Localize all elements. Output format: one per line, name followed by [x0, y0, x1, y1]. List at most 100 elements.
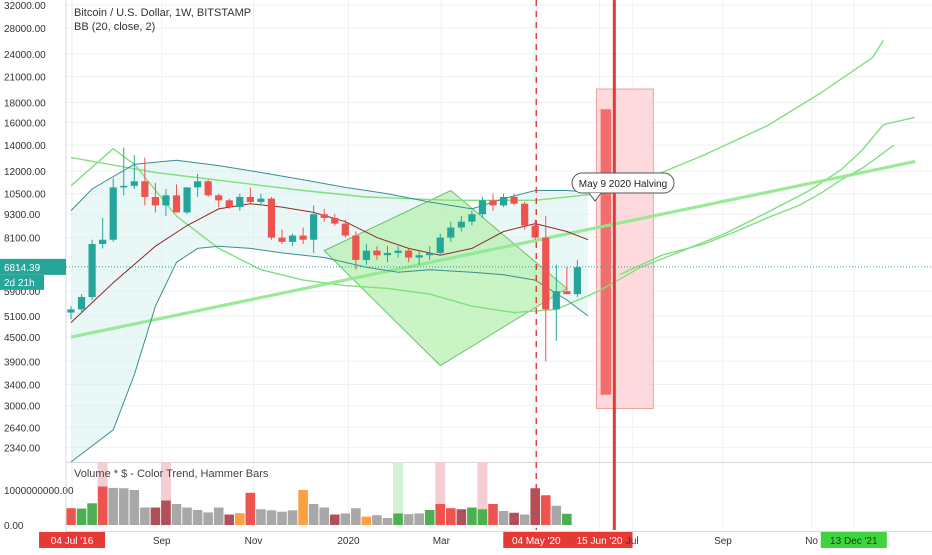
volume-bar[interactable] — [551, 505, 562, 525]
volume-bar[interactable] — [424, 509, 435, 525]
date-tag[interactable] — [566, 532, 633, 548]
volume-bar[interactable] — [161, 500, 171, 526]
candle-body[interactable] — [183, 187, 191, 213]
candle-body[interactable] — [478, 200, 487, 215]
volume-bar[interactable] — [393, 513, 403, 525]
candle-body[interactable] — [310, 214, 318, 240]
volume-bar[interactable] — [245, 492, 256, 525]
volume-bar[interactable] — [351, 508, 361, 525]
candle-body[interactable] — [204, 181, 212, 196]
candle-body[interactable] — [246, 196, 254, 202]
volume-bar[interactable] — [519, 514, 530, 526]
volume-bar[interactable] — [498, 511, 509, 525]
volume-bar[interactable] — [329, 514, 340, 526]
volume-bar[interactable] — [87, 503, 97, 525]
candle-body[interactable] — [320, 214, 328, 218]
candle-body[interactable] — [288, 235, 297, 242]
candle-body[interactable] — [457, 221, 465, 228]
candle-body[interactable] — [394, 250, 402, 253]
volume-bar[interactable] — [266, 510, 277, 525]
volume-bar[interactable] — [97, 486, 108, 526]
candle-body[interactable] — [373, 250, 381, 256]
volume-bar[interactable] — [435, 504, 446, 525]
volume-bar[interactable] — [287, 510, 298, 525]
volume-bar[interactable] — [108, 487, 118, 525]
volume-bar[interactable] — [319, 507, 329, 526]
candle-body[interactable] — [194, 181, 202, 188]
candle-body[interactable] — [383, 252, 392, 256]
volume-bar[interactable] — [298, 490, 308, 525]
volume-bar[interactable] — [446, 508, 456, 525]
candle-body[interactable] — [362, 250, 370, 260]
callout-bubble[interactable] — [571, 172, 675, 194]
volume-bar[interactable] — [224, 514, 235, 526]
candle-body[interactable] — [415, 255, 423, 258]
candle-body[interactable] — [331, 217, 339, 224]
volume-bar[interactable] — [256, 509, 266, 525]
date-tag[interactable] — [503, 532, 570, 548]
volume-bar[interactable] — [235, 513, 245, 525]
indicator-label[interactable]: BB (20, close, 2) — [74, 21, 156, 33]
volume-bar[interactable] — [562, 513, 572, 525]
candle-body[interactable] — [267, 198, 276, 238]
candle-body[interactable] — [542, 237, 550, 310]
volume-bar[interactable] — [414, 513, 424, 525]
volume-bar[interactable] — [477, 509, 488, 525]
candle-body[interactable] — [172, 195, 181, 213]
candle-body[interactable] — [225, 200, 233, 208]
volume-indicator-label[interactable]: Volume * $ - Color Trend, Hammer Bars — [74, 468, 269, 480]
volume-bar[interactable] — [150, 507, 161, 526]
volume-bar[interactable] — [456, 509, 467, 525]
candle-body[interactable] — [215, 195, 223, 201]
candle-body[interactable] — [436, 237, 444, 253]
candle-body[interactable] — [162, 195, 170, 206]
volume-bar[interactable] — [129, 490, 140, 525]
volume-bar[interactable] — [277, 511, 287, 525]
volume-bar[interactable] — [171, 504, 182, 525]
candle-body[interactable] — [510, 196, 518, 204]
candle-body[interactable] — [299, 235, 307, 240]
volume-bar[interactable] — [340, 513, 351, 525]
volume-bar[interactable] — [308, 504, 319, 525]
volume-bar[interactable] — [509, 512, 519, 525]
candle-body[interactable] — [236, 196, 244, 208]
volume-bar[interactable] — [66, 508, 76, 525]
candle-body[interactable] — [341, 223, 349, 236]
candle-body[interactable] — [447, 227, 455, 238]
candle-body[interactable] — [552, 291, 560, 310]
volume-bar[interactable] — [182, 507, 192, 526]
volume-bar[interactable] — [372, 515, 382, 525]
candle-body[interactable] — [67, 309, 75, 313]
candle-body[interactable] — [77, 297, 86, 310]
candle-body[interactable] — [120, 185, 128, 188]
long-term-trendline[interactable] — [70, 159, 916, 339]
candle-body[interactable] — [278, 237, 286, 242]
volume-bar[interactable] — [467, 507, 477, 526]
date-tag[interactable] — [39, 532, 106, 548]
candle-body[interactable] — [468, 214, 476, 222]
projection-candle[interactable] — [600, 109, 612, 395]
candle-body[interactable] — [405, 250, 413, 258]
candle-body[interactable] — [151, 196, 159, 206]
candle-body[interactable] — [130, 181, 138, 186]
volume-bar[interactable] — [530, 488, 540, 525]
candle-body[interactable] — [141, 181, 149, 197]
candle-body[interactable] — [99, 239, 107, 245]
candle-body[interactable] — [257, 198, 265, 202]
volume-bar[interactable] — [192, 509, 203, 525]
volume-bar[interactable] — [382, 518, 393, 525]
candle-body[interactable] — [563, 291, 571, 295]
candle-body[interactable] — [88, 244, 96, 298]
date-tag[interactable] — [820, 532, 887, 548]
candle-body[interactable] — [489, 200, 497, 206]
volume-bar[interactable] — [540, 495, 551, 525]
volume-bar[interactable] — [213, 507, 224, 526]
candle-body[interactable] — [531, 225, 539, 238]
volume-bar[interactable] — [403, 514, 414, 525]
halving-callout[interactable]: May 9 2020 Halving — [571, 172, 675, 202]
volume-bar[interactable] — [76, 508, 87, 525]
volume-bar[interactable] — [140, 507, 150, 526]
symbol-title[interactable]: Bitcoin / U.S. Dollar, 1W, BITSTAMP — [74, 7, 252, 19]
volume-bar[interactable] — [203, 512, 213, 525]
